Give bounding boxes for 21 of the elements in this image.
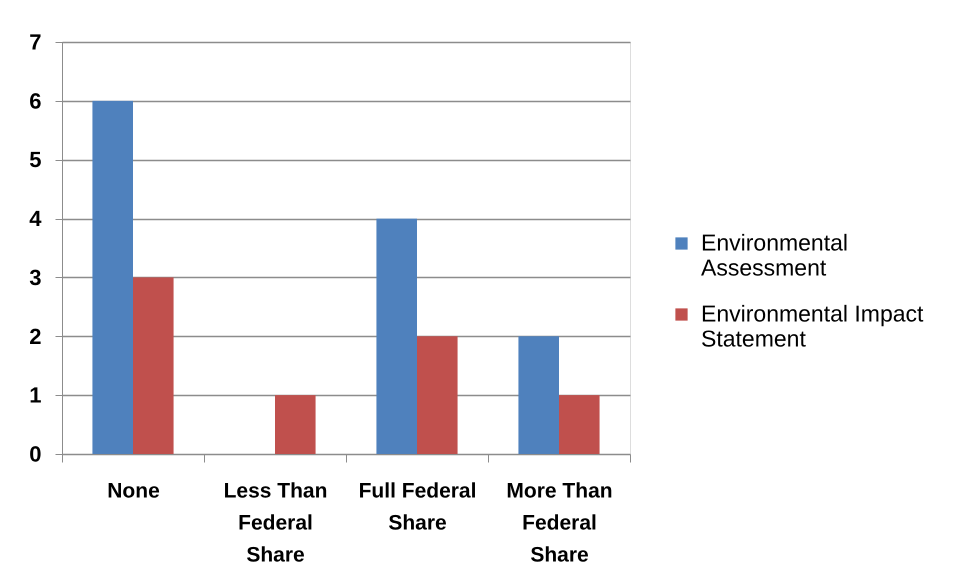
y-tick-label: 7 (29, 30, 42, 54)
y-tick-label: 3 (29, 264, 42, 290)
bar (133, 277, 174, 454)
x-tick-label: None (107, 480, 160, 502)
legend-label: Environmental Assessment (701, 230, 848, 280)
x-tick-label: More Than Federal Share (506, 480, 613, 566)
legend-label: Environmental Impact Statement (701, 300, 924, 352)
bar (417, 336, 458, 454)
bar (376, 218, 417, 454)
y-tick-label: 5 (29, 147, 42, 172)
x-tick-label: Full Federal Share (358, 480, 476, 534)
bar (518, 336, 559, 454)
y-tick-label: 0 (29, 442, 42, 466)
bar (92, 100, 133, 454)
y-tick-label: 2 (29, 324, 42, 349)
y-tick-label: 4 (29, 206, 42, 232)
bar (275, 395, 316, 454)
y-tick-label: 1 (29, 382, 42, 408)
bar (559, 395, 600, 454)
y-tick-label: 6 (29, 88, 42, 114)
x-tick-label: Less Than Federal Share (224, 480, 328, 566)
